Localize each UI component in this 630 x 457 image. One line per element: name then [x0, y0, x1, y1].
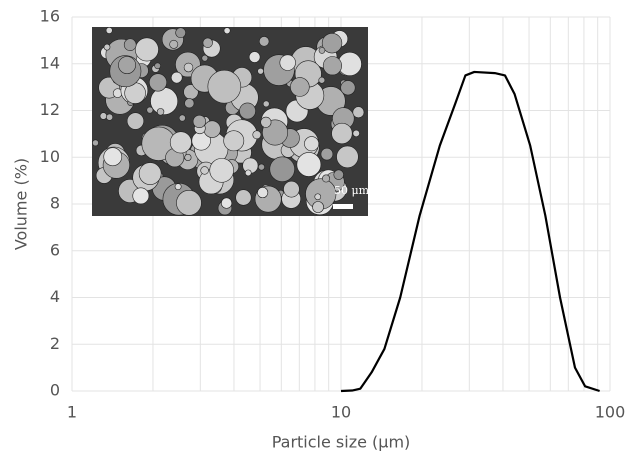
particle	[146, 106, 154, 114]
particle	[170, 71, 183, 84]
particle	[340, 80, 356, 96]
particle	[318, 47, 326, 54]
particle	[138, 162, 162, 185]
particle	[209, 158, 234, 183]
particle	[150, 87, 179, 116]
sem-inset: 50 μm	[92, 26, 370, 216]
particle	[320, 147, 334, 161]
particle	[239, 102, 256, 120]
particle	[99, 112, 108, 120]
particle	[248, 51, 261, 63]
particle	[201, 54, 209, 62]
particle	[203, 120, 221, 138]
particle	[154, 62, 161, 70]
particle	[103, 147, 123, 167]
particle	[333, 169, 344, 180]
particle	[235, 189, 252, 206]
particle	[314, 193, 322, 201]
y-axis-label: Volume (%)	[12, 158, 31, 250]
particle	[184, 153, 192, 161]
particle	[132, 187, 150, 205]
particle	[252, 130, 262, 140]
particle	[106, 113, 114, 121]
x-tick-label: 10	[331, 403, 351, 422]
particle	[148, 73, 168, 92]
particle	[352, 129, 360, 138]
particle	[207, 69, 242, 104]
particle	[123, 38, 137, 51]
particle	[279, 54, 296, 71]
particle	[103, 43, 111, 51]
x-tick-label: 1	[67, 403, 77, 422]
particle	[260, 116, 272, 128]
particle	[322, 174, 331, 183]
particle	[269, 156, 295, 182]
x-tick-label: 100	[595, 403, 626, 422]
particle	[220, 197, 233, 209]
particle	[244, 169, 252, 177]
y-tick-label: 4	[50, 287, 60, 306]
particle	[174, 183, 182, 191]
particle	[118, 56, 136, 74]
particle	[202, 37, 213, 48]
particle	[321, 32, 343, 54]
particle	[258, 163, 265, 171]
particle	[331, 122, 353, 145]
particle	[134, 37, 159, 62]
y-tick-label: 12	[40, 100, 60, 119]
particle	[223, 27, 231, 35]
particle	[92, 139, 99, 147]
particle	[257, 187, 269, 199]
particle	[258, 36, 270, 47]
particle	[169, 39, 179, 49]
particle	[352, 106, 365, 119]
particle	[304, 136, 320, 152]
particle	[312, 201, 324, 213]
particle	[322, 56, 342, 76]
particle	[318, 76, 326, 84]
y-tick-label: 14	[40, 53, 60, 72]
scale-bar	[333, 204, 353, 209]
particle	[126, 112, 145, 130]
particle	[296, 152, 322, 177]
particle	[156, 108, 165, 116]
particle	[290, 77, 310, 97]
particle	[184, 98, 195, 109]
particle	[200, 166, 209, 175]
particle	[262, 100, 270, 108]
y-tick-label: 6	[50, 240, 60, 259]
particle	[257, 67, 264, 75]
particle	[336, 145, 359, 169]
y-tick-label: 0	[50, 381, 60, 400]
particle	[223, 130, 245, 152]
particle	[105, 26, 113, 34]
y-tick-label: 8	[50, 194, 60, 213]
line	[340, 70, 600, 393]
y-tick-label: 16	[40, 7, 60, 26]
particle	[183, 62, 194, 73]
inset-scale-label: 50 μm	[334, 184, 370, 197]
particle	[176, 190, 202, 216]
particle	[178, 114, 186, 122]
particle	[192, 114, 206, 129]
y-tick-label: 2	[50, 334, 60, 353]
particle	[283, 180, 300, 198]
x-axis-label: Particle size (μm)	[272, 433, 411, 452]
particle	[169, 131, 192, 154]
y-tick-label: 10	[40, 147, 60, 166]
particle	[175, 27, 186, 39]
